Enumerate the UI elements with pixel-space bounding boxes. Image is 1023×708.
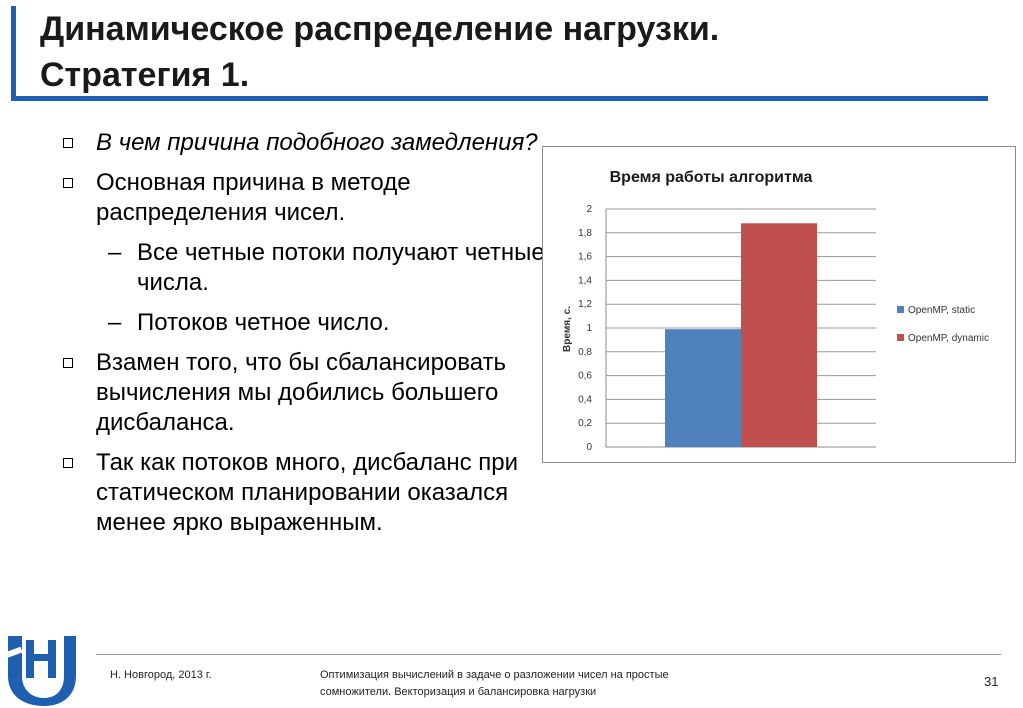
- sub-bullet-text: Потоков четное число.: [137, 309, 390, 336]
- footer-divider: [96, 654, 1001, 655]
- page-number: 31: [984, 674, 999, 689]
- y-tick-label: 0,6: [578, 371, 592, 382]
- dash-bullet-icon: –: [108, 309, 122, 336]
- bar-chart: Время работы алгоритма Время, с. 0 0,2 0,4…: [542, 146, 1016, 463]
- bullet-text: Основная причина в методе распределения …: [96, 169, 411, 226]
- bullet-item: Основная причина в методе распределения …: [60, 168, 560, 228]
- square-bullet-icon: [63, 178, 73, 188]
- legend-swatch: [897, 334, 904, 341]
- y-tick-label: 1,2: [578, 299, 592, 310]
- slide-title-line2: Стратегия 1.: [40, 56, 250, 94]
- footer-city: Н. Новгород, 2013 г.: [110, 669, 212, 681]
- y-tick-label: 0,2: [578, 418, 592, 429]
- bar-static: [665, 329, 741, 447]
- y-tick-label: 0: [586, 442, 592, 453]
- y-tick-label: 0,8: [578, 347, 592, 358]
- y-tick-label: 1,6: [578, 252, 592, 263]
- bullet-text: Взамен того, что бы сбалансировать вычис…: [96, 349, 507, 436]
- y-tick-label: 1,8: [578, 228, 592, 239]
- sub-bullet-item: – Потоков четное число.: [60, 308, 560, 338]
- sub-bullet-item: – Все четные потоки получают четные числ…: [60, 238, 560, 298]
- chart-title: Время работы алгоритма: [610, 169, 813, 186]
- y-tick-label: 2: [586, 204, 592, 215]
- bullet-text: Так как потоков много, дисбаланс при ста…: [96, 449, 519, 536]
- y-tick-label: 1,4: [578, 275, 592, 286]
- footer-desc-line2: сомножители. Векторизация и балансировка…: [320, 686, 597, 698]
- footer-description: Оптимизация вычислений в задаче о разлож…: [320, 667, 760, 701]
- legend-label: OpenMP, dynamic: [908, 333, 989, 344]
- title-underline: [11, 96, 988, 101]
- slide-title: Динамическое распределение нагрузки. Стр…: [40, 6, 980, 98]
- square-bullet-icon: [63, 458, 73, 468]
- y-tick-label: 0,4: [578, 394, 592, 405]
- bullet-text: В чем причина подобного замедления?: [96, 129, 538, 156]
- bullet-item: Взамен того, что бы сбалансировать вычис…: [60, 348, 560, 438]
- chart-svg: Время работы алгоритма Время, с. 0 0,2 0,4…: [562, 169, 989, 453]
- y-axis-label: Время, с.: [562, 306, 573, 352]
- dash-bullet-icon: –: [108, 239, 122, 266]
- bullet-list: В чем причина подобного замедления? Осно…: [60, 128, 560, 548]
- title-accent-bar: [11, 6, 16, 98]
- university-logo-icon: [2, 636, 76, 706]
- square-bullet-icon: [63, 358, 73, 368]
- legend-label: OpenMP, static: [908, 305, 975, 316]
- sub-bullet-text: Все четные потоки получают четные числа.: [137, 239, 545, 296]
- bullet-item: В чем причина подобного замедления?: [60, 128, 560, 158]
- bullet-item: Так как потоков много, дисбаланс при ста…: [60, 448, 560, 538]
- legend-swatch: [897, 306, 904, 313]
- y-tick-label: 1: [586, 323, 592, 334]
- footer-desc-line1: Оптимизация вычислений в задаче о разлож…: [320, 669, 669, 681]
- square-bullet-icon: [63, 138, 73, 148]
- slide-title-line1: Динамическое распределение нагрузки.: [40, 10, 720, 48]
- bar-dynamic: [741, 223, 817, 447]
